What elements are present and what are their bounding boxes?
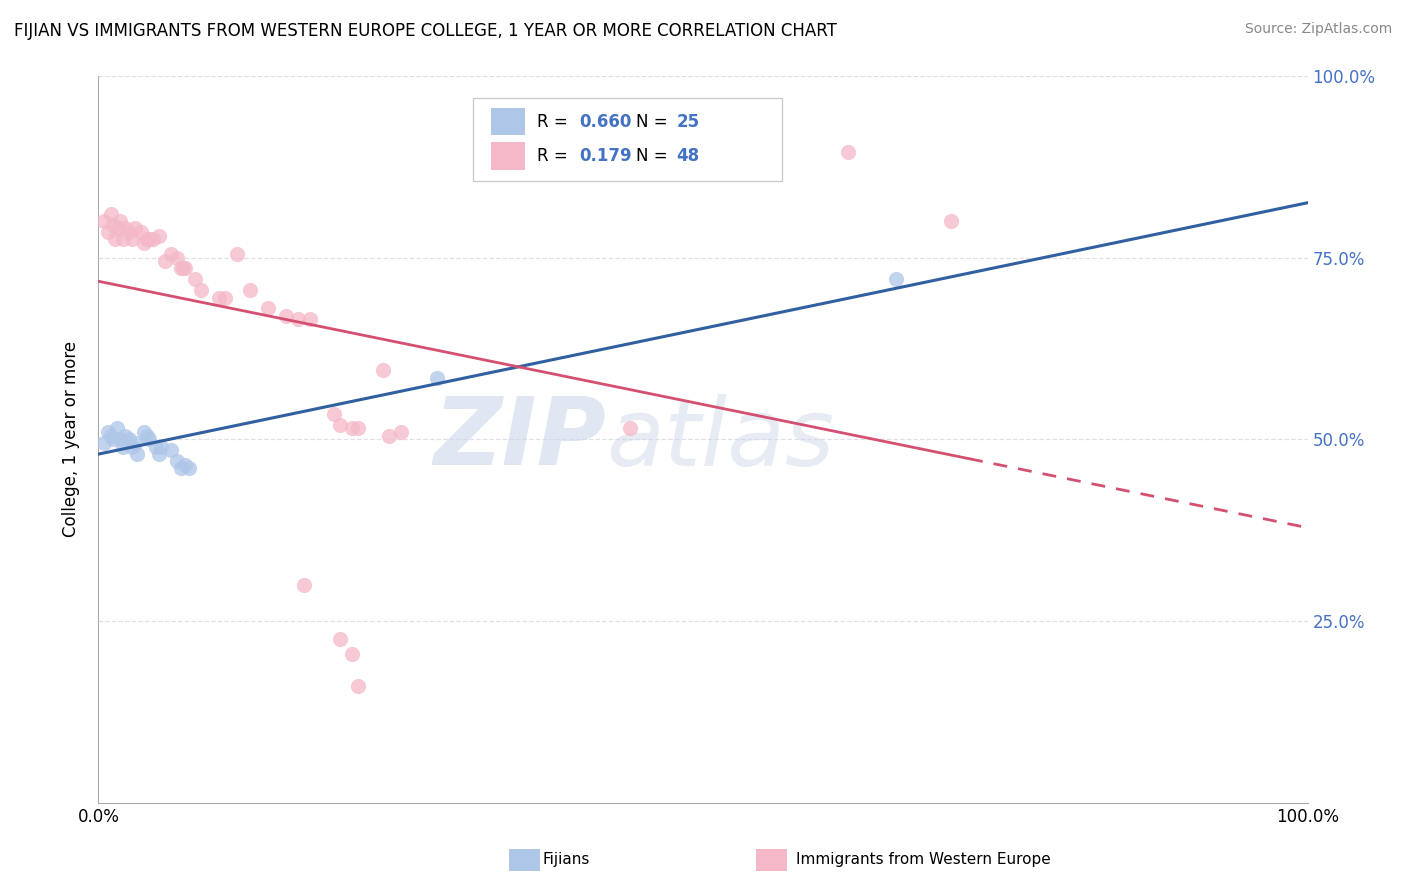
Point (939, 214, 962, 228)
Point (174, 261, 197, 276)
Point (111, 440, 134, 454)
Point (134, 235, 156, 250)
Point (208, 291, 231, 305)
Point (214, 291, 236, 305)
Point (172, 261, 194, 276)
Point (347, 680, 370, 694)
Point (124, 221, 146, 235)
Point (169, 461, 191, 475)
Text: N =: N = (637, 112, 673, 130)
Point (886, 272, 908, 286)
FancyBboxPatch shape (474, 97, 782, 181)
Point (190, 283, 212, 297)
Point (142, 232, 165, 246)
Point (100, 207, 122, 221)
Point (93, 436, 115, 450)
Point (426, 370, 449, 384)
Point (134, 425, 156, 439)
Point (100, 428, 122, 442)
Point (329, 632, 352, 647)
Point (108, 432, 131, 446)
Point (166, 251, 188, 265)
Point (329, 417, 352, 432)
Point (619, 421, 641, 435)
Point (121, 232, 143, 246)
Point (118, 225, 141, 239)
Point (129, 225, 152, 239)
Point (97, 425, 120, 439)
Point (174, 458, 197, 472)
Point (287, 312, 309, 326)
Point (226, 247, 249, 261)
Point (292, 578, 315, 592)
Point (160, 247, 183, 261)
Point (135, 428, 157, 442)
Point (148, 228, 170, 243)
Point (377, 428, 399, 442)
Point (108, 214, 131, 228)
Point (239, 283, 262, 297)
Text: N =: N = (637, 147, 673, 165)
Point (299, 312, 322, 326)
Text: 0.660: 0.660 (579, 112, 633, 130)
Text: 0.179: 0.179 (579, 147, 633, 165)
Point (323, 407, 346, 421)
Text: 25: 25 (676, 112, 700, 130)
Point (148, 447, 170, 461)
FancyBboxPatch shape (492, 108, 526, 136)
FancyBboxPatch shape (492, 142, 526, 169)
Point (101, 218, 124, 232)
Point (166, 454, 188, 468)
Point (837, 145, 859, 160)
Point (138, 232, 160, 246)
Point (107, 221, 129, 235)
Text: ZIP: ZIP (433, 393, 606, 485)
Point (121, 440, 143, 454)
Text: Fijians: Fijians (543, 853, 591, 867)
Text: 48: 48 (676, 147, 700, 165)
Point (169, 261, 191, 276)
Point (184, 272, 207, 286)
Point (342, 647, 364, 661)
Text: FIJIAN VS IMMIGRANTS FROM WESTERN EUROPE COLLEGE, 1 YEAR OR MORE CORRELATION CHA: FIJIAN VS IMMIGRANTS FROM WESTERN EUROPE… (14, 22, 837, 40)
Text: Immigrants from Western Europe: Immigrants from Western Europe (796, 853, 1050, 867)
Point (179, 461, 201, 475)
Point (256, 301, 278, 316)
Text: atlas: atlas (606, 393, 835, 485)
Point (118, 432, 141, 446)
Text: R =: R = (537, 147, 574, 165)
Text: R =: R = (537, 112, 574, 130)
Point (371, 363, 394, 377)
Point (347, 421, 370, 435)
Point (160, 443, 183, 458)
Point (105, 421, 128, 435)
Point (342, 421, 364, 435)
Point (114, 221, 136, 235)
Point (127, 447, 149, 461)
Point (138, 432, 160, 446)
Point (97, 225, 120, 239)
Point (389, 425, 412, 439)
Text: Source: ZipAtlas.com: Source: ZipAtlas.com (1244, 22, 1392, 37)
Point (145, 440, 167, 454)
Point (135, 232, 157, 246)
Point (150, 440, 173, 454)
Y-axis label: College, 1 year or more: College, 1 year or more (62, 342, 80, 537)
Point (111, 232, 134, 246)
Point (153, 254, 176, 268)
Point (114, 428, 136, 442)
Point (274, 309, 297, 323)
Point (101, 432, 124, 446)
Point (104, 232, 127, 246)
Point (93, 214, 115, 228)
Point (124, 436, 146, 450)
